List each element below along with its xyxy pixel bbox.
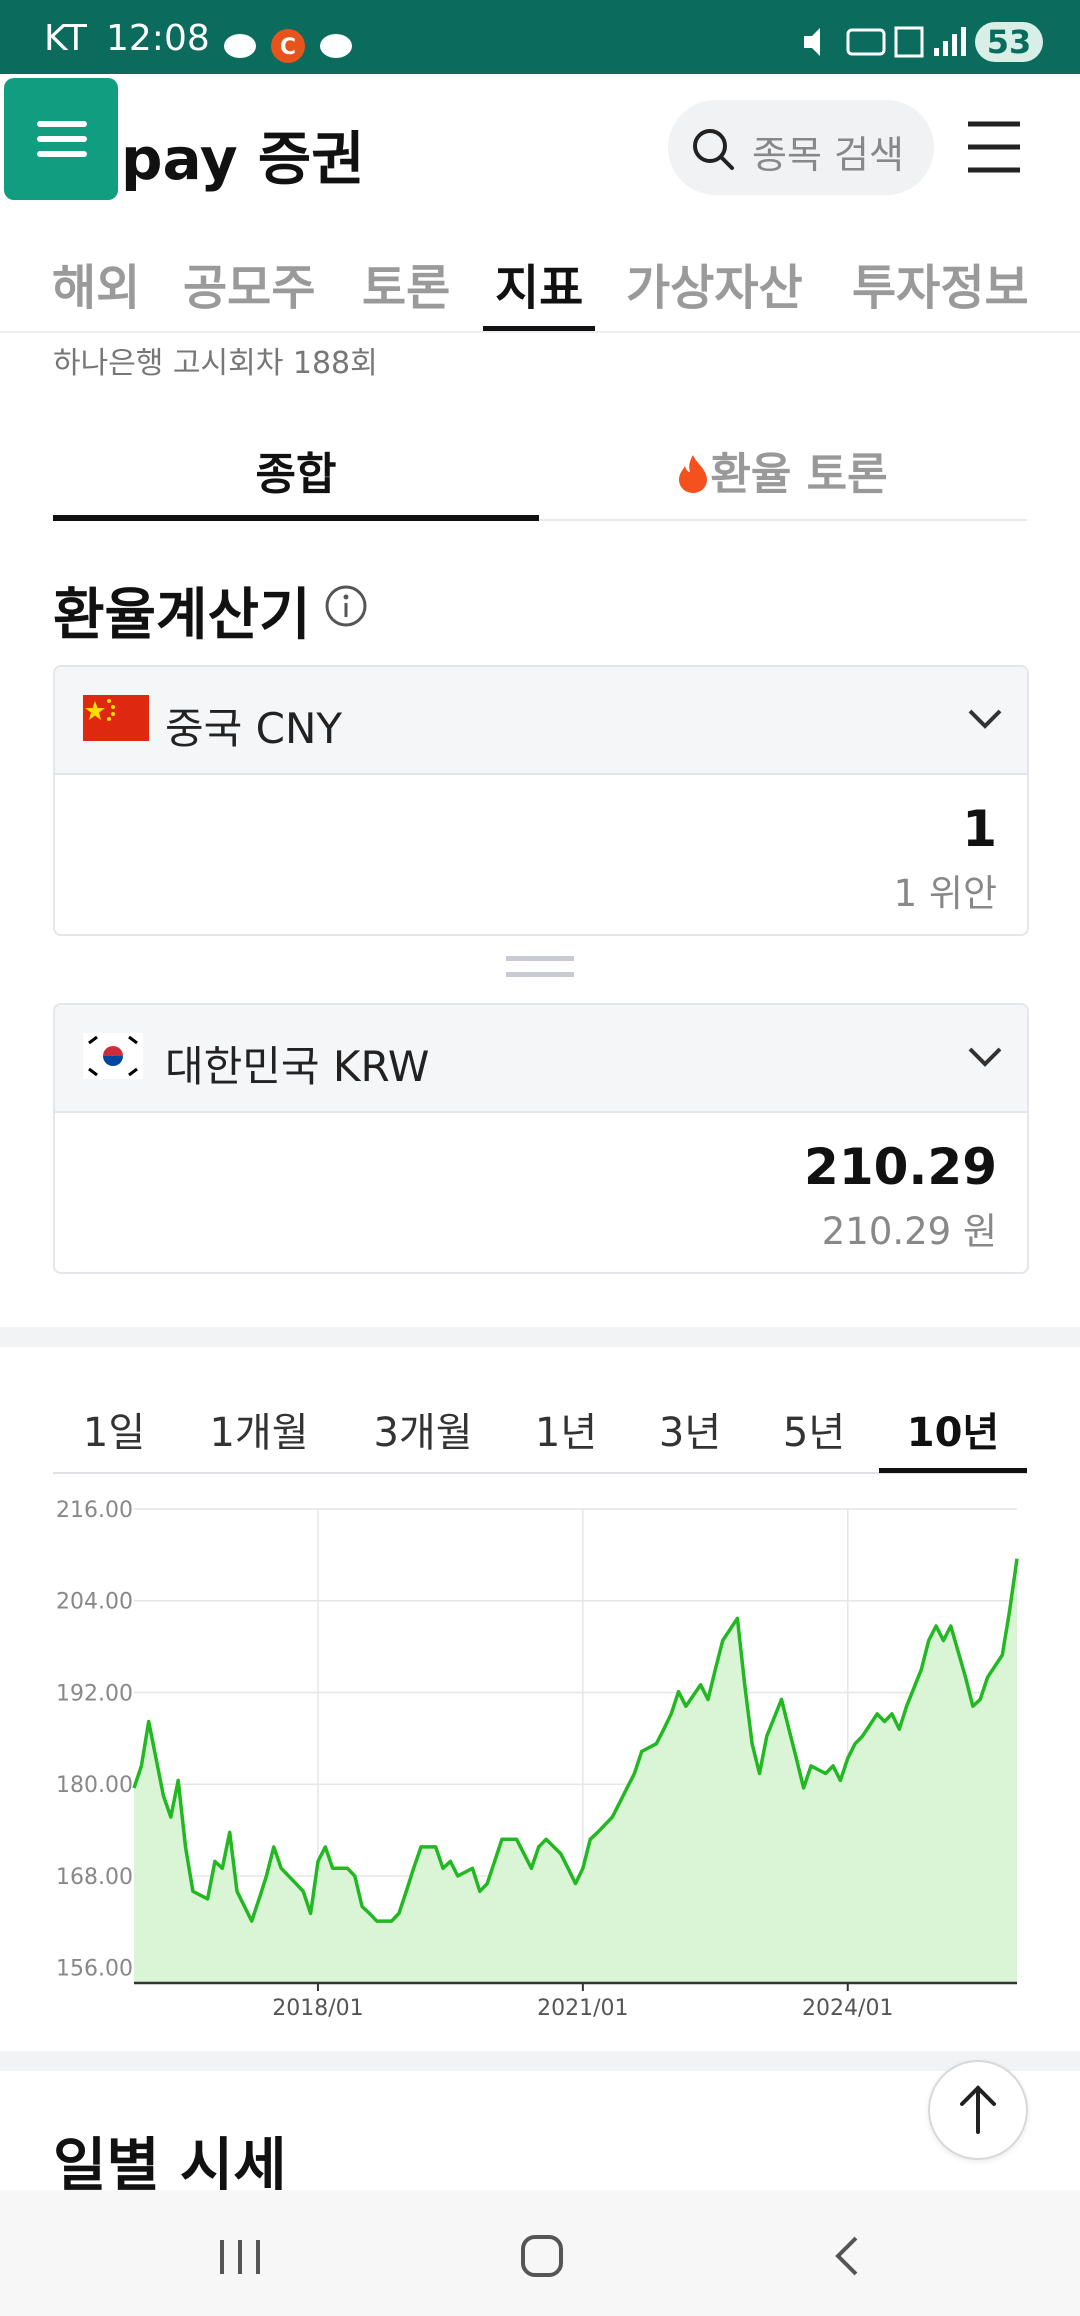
notice: 하나은행 고시회차 188회 (53, 346, 378, 381)
period-tab[interactable]: 1년 (534, 1410, 598, 1456)
y-tick-label: 156.00 (56, 1957, 133, 1982)
period-tab[interactable]: 1개월 (209, 1410, 309, 1456)
clock: 12:08 (106, 18, 210, 59)
amount[interactable]: 210.29 (804, 1138, 997, 1196)
y-tick-label: 168.00 (56, 1865, 133, 1890)
nav-tab[interactable]: 지표 (495, 260, 584, 316)
arrow-up-icon (960, 2085, 996, 2134)
chevron (968, 1047, 1002, 1067)
menu-button[interactable] (4, 78, 118, 200)
period-tab[interactable]: 5년 (782, 1410, 846, 1456)
currency-select[interactable]: 중국 CNY (55, 667, 1027, 775)
svg-text:C: C (280, 35, 296, 60)
period-tab[interactable]: 1일 (82, 1410, 146, 1456)
period-tab[interactable]: 3개월 (373, 1410, 473, 1456)
x-tick-label: 2024/01 (802, 1996, 893, 2021)
section-gap (0, 1327, 1080, 1347)
status-bar: KT 12:08 C 53 (0, 0, 1080, 74)
info-icon[interactable] (324, 584, 368, 628)
y-tick-label: 180.00 (56, 1773, 133, 1798)
section-gap (0, 2051, 1080, 2071)
search-placeholder: 종목 검색 (752, 133, 904, 177)
search-icon (693, 129, 734, 170)
amount[interactable]: 1 (962, 800, 997, 858)
all-menu-icon[interactable] (966, 118, 1024, 176)
sub-tab[interactable]: 환율 토론 (539, 438, 1025, 502)
nav-tab[interactable]: 해외 (52, 260, 141, 316)
menu-icon (37, 121, 87, 157)
x-tick-label: 2018/01 (272, 1996, 363, 2021)
sub-tab[interactable]: 종합 (255, 449, 337, 500)
period-tab[interactable]: 10년 (906, 1410, 1000, 1456)
search-box[interactable]: 종목 검색 (668, 100, 934, 195)
fire-icon (679, 455, 708, 493)
nav-tab[interactable]: 공모주 (183, 260, 316, 316)
y-tick-label: 204.00 (56, 1590, 133, 1615)
exchange-rate-chart: 156.00 168.00 180.00 192.00 204.00 216.00 2018… (56, 1498, 1019, 2021)
sub-tab-label: 환율 토론 (710, 449, 888, 500)
currency-select[interactable]: 대한민국 KRW (55, 1005, 1027, 1113)
y-tick-label: 216.00 (56, 1498, 133, 1523)
section-title: 환율계산기 (53, 583, 311, 648)
divider (0, 331, 1080, 333)
divider (53, 519, 1027, 521)
currency-box: 대한민국 KRW 210.29 210.29 원 (53, 1003, 1029, 1274)
divider (53, 1472, 1027, 1474)
carrier: KT (44, 18, 87, 59)
scroll-top-button[interactable] (928, 2060, 1028, 2160)
period-tab[interactable]: 3년 (658, 1410, 722, 1456)
currency-box: 중국 CNY 1 1 위안 (53, 665, 1029, 936)
line (132, 1558, 1019, 1923)
active-tab-underline (879, 1468, 1027, 1473)
y-tick-label: 192.00 (56, 1681, 133, 1706)
flag-kr (83, 1033, 143, 1079)
section-title: 일별 시세 (53, 2131, 287, 2199)
equals-icon (506, 956, 574, 977)
x-tick-label: 2021/01 (537, 1996, 628, 2021)
nav-tab[interactable]: 가상자산 (626, 260, 803, 316)
nav-tab[interactable]: 토론 (362, 260, 451, 316)
chevron (968, 709, 1002, 729)
battery: 53 (975, 22, 1043, 62)
notification-icons: C (224, 29, 352, 63)
amount-text: 210.29 원 (821, 1210, 997, 1253)
system-icons (804, 26, 966, 58)
active-tab-underline (53, 515, 539, 521)
nav-tab[interactable]: 투자정보 (852, 260, 1029, 316)
active-tab-underline (483, 326, 595, 331)
currency-name: 중국 CNY (165, 704, 343, 753)
system-nav-icons (220, 2235, 858, 2277)
currency-name: 대한민국 KRW (165, 1042, 430, 1091)
logo[interactable]: pay 증권 (121, 125, 365, 193)
area-fill (134, 1558, 1017, 1983)
system-nav-bar (0, 2190, 1080, 2316)
flag-cn (83, 695, 149, 741)
amount-text: 1 위안 (893, 872, 997, 915)
